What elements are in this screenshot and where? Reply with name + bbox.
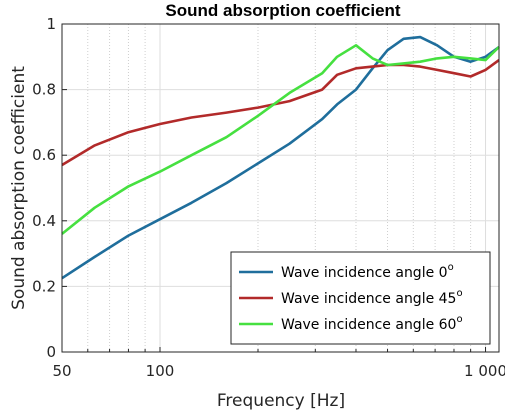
y-tick-label: 0.2 [32,277,56,295]
legend-label-superscript: o [448,262,454,273]
x-tick-label: 50 [52,362,71,380]
y-tick-label: 1 [46,15,56,33]
series-line-1 [61,35,500,280]
x-tick-label: 1 000 [464,362,505,380]
series-line-2 [61,59,500,167]
axis-ticks: 50 100 1 000 0 0.2 0.4 0.6 0.8 1 [32,15,505,380]
y-tick-label: 0.4 [32,212,56,230]
legend-label: Wave incidence angle 0o [281,262,454,281]
x-tick-label: 100 [146,362,175,380]
y-axis-label: Sound absorption coefficient [9,66,29,310]
legend-label-superscript: o [456,314,462,325]
series-line-3 [61,43,500,235]
legend-label: Wave incidence angle 45o [281,288,463,307]
legend-label-superscript: o [456,288,462,299]
y-tick-label: 0.6 [32,146,56,164]
y-tick-label: 0.8 [32,81,56,99]
legend: Wave incidence angle 0o Wave incidence an… [230,251,491,345]
legend-label: Wave incidence angle 60o [281,314,463,333]
plot-lines [61,35,500,280]
legend-box [230,251,491,345]
x-axis-label: Frequency [Hz] [217,391,345,411]
plot-area-frame [61,23,500,353]
y-tick-label: 0 [46,343,56,361]
chart-title: Sound absorption coefficient [165,1,401,20]
